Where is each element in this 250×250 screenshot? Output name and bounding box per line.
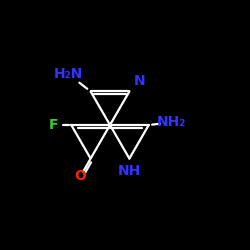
Text: O: O [75,169,86,183]
Text: NH₂: NH₂ [156,116,186,130]
Text: N: N [134,74,145,88]
Text: H₂N: H₂N [54,67,83,81]
Text: NH: NH [118,164,141,178]
Text: F: F [49,118,58,132]
